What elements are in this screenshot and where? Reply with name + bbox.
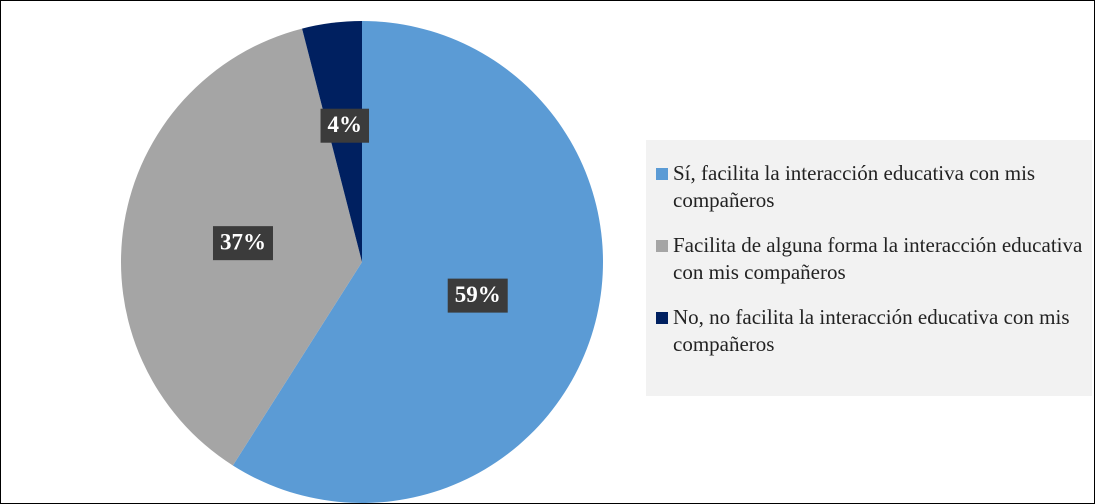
data-label-text: 37% <box>220 229 266 254</box>
pie-slice <box>232 21 604 503</box>
data-label-box <box>320 108 370 143</box>
legend-label: Facilita de alguna forma la interacción … <box>673 233 1083 284</box>
data-label-text: 59% <box>455 282 501 307</box>
data-label-box <box>212 226 273 261</box>
legend: Sí, facilita la interacción educativa co… <box>646 140 1092 396</box>
legend-label: Sí, facilita la interacción educativa co… <box>673 161 1036 212</box>
data-label-box <box>447 278 508 313</box>
legend-swatch <box>656 312 668 324</box>
legend-label: No, no facilita la interacción educativa… <box>673 305 1070 356</box>
data-label <box>212 226 273 261</box>
data-label-text: 4% <box>328 112 363 137</box>
legend-item: Facilita de alguna forma la interacción … <box>656 232 1092 286</box>
legend-item: No, no facilita la interacción educativa… <box>656 304 1092 358</box>
legend-swatch <box>656 168 668 180</box>
data-label <box>320 108 370 143</box>
data-label <box>447 278 508 313</box>
legend-swatch <box>656 240 668 252</box>
legend-item: Sí, facilita la interacción educativa co… <box>656 160 1092 214</box>
